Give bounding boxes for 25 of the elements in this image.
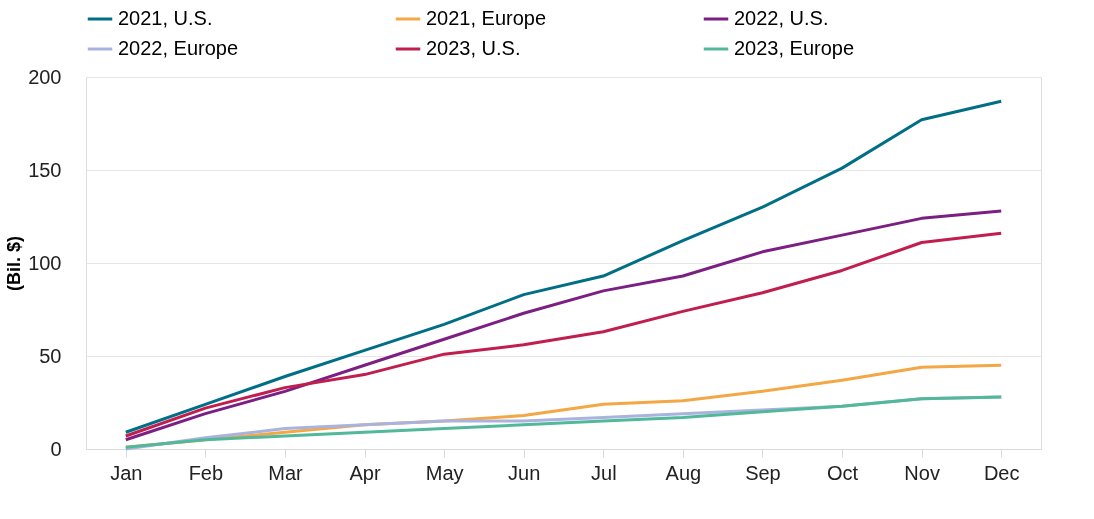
y-axis-title: (Bil. $) (4, 235, 25, 292)
legend-label: 2023, Europe (734, 37, 855, 59)
x-tick-label: Oct (826, 461, 859, 484)
x-tick-label: Jan (110, 461, 143, 484)
y-tick-label: 0 (50, 437, 62, 460)
x-tick-label: Mar (268, 461, 304, 484)
x-tick-label: Apr (349, 461, 381, 484)
y-tick-label: 100 (28, 251, 62, 274)
x-tick-label: Dec (983, 461, 1020, 484)
x-tick-label: Feb (188, 461, 224, 484)
x-tick-label: May (425, 461, 464, 484)
y-tick-label: 200 (28, 65, 62, 88)
x-tick-label: Sep (745, 461, 781, 484)
y-tick-label: 50 (39, 344, 62, 367)
legend-label: 2022, Europe (118, 37, 239, 59)
legend-label: 2023, U.S. (426, 37, 521, 59)
x-tick-label: Jun (508, 461, 541, 484)
legend-label: 2021, U.S. (118, 7, 213, 29)
legend-label: 2021, Europe (426, 7, 547, 29)
line-series (124, 99, 1003, 434)
y-tick-label: 150 (28, 158, 62, 181)
x-tick-label: Jul (591, 461, 617, 484)
x-tick-label: Aug (665, 461, 702, 484)
legend-label: 2022, U.S. (734, 7, 829, 29)
x-tick-label: Nov (904, 461, 940, 484)
